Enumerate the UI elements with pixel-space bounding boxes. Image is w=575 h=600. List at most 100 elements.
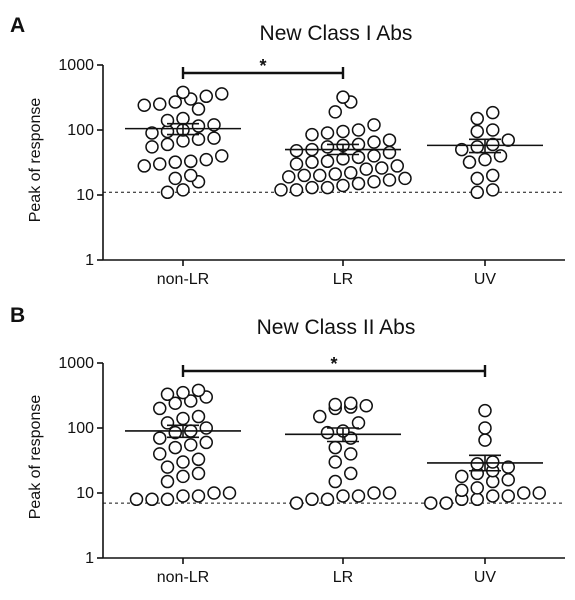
data-point	[351, 150, 366, 165]
data-point	[336, 124, 350, 139]
data-point	[367, 149, 381, 163]
data-point	[493, 149, 508, 163]
data-point	[517, 486, 531, 500]
data-point	[199, 89, 213, 104]
data-point	[215, 149, 229, 163]
y-tick-label-b: 1000	[58, 355, 94, 372]
x-tick-label-b: non-LR	[157, 569, 209, 586]
data-point	[455, 483, 469, 498]
data-point	[439, 496, 453, 510]
data-point	[199, 435, 213, 450]
panel-letter-b: B	[10, 304, 25, 327]
data-point	[486, 105, 500, 120]
data-point	[305, 492, 319, 507]
data-point	[160, 387, 175, 402]
data-point	[320, 180, 335, 195]
data-point	[160, 416, 175, 430]
data-point	[501, 460, 515, 474]
data-point	[145, 140, 159, 154]
data-point	[168, 155, 182, 169]
data-point	[470, 140, 484, 154]
x-tick-label-a: UV	[474, 271, 497, 288]
data-point	[184, 438, 198, 452]
significance-star-b: *	[330, 354, 337, 374]
chart-title-b: New Class II Abs	[257, 316, 416, 339]
data-point	[137, 98, 151, 113]
x-tick-label-a: LR	[333, 271, 353, 288]
y-tick-label-a: 100	[67, 122, 94, 139]
data-point	[336, 178, 350, 193]
data-point	[191, 466, 206, 481]
data-point	[367, 174, 381, 189]
data-point	[328, 455, 342, 469]
data-point	[328, 167, 342, 181]
data-point	[344, 447, 358, 461]
data-point	[313, 168, 327, 183]
data-point	[129, 492, 144, 507]
data-point	[289, 143, 304, 158]
data-point	[470, 185, 484, 200]
data-point	[313, 409, 327, 424]
y-tick-label-b: 100	[67, 420, 94, 437]
data-point	[344, 396, 358, 411]
data-point	[191, 119, 206, 133]
data-point	[320, 492, 335, 507]
data-point	[470, 481, 484, 495]
data-point	[222, 486, 237, 500]
data-point	[351, 123, 366, 137]
data-point	[336, 90, 350, 104]
data-point	[199, 152, 213, 167]
x-tick-label-a: non-LR	[157, 271, 209, 288]
data-point	[501, 133, 515, 147]
data-point	[289, 496, 304, 510]
data-point	[160, 474, 175, 489]
data-point	[215, 87, 229, 101]
data-point	[478, 421, 492, 435]
data-point	[375, 161, 389, 175]
data-point	[176, 469, 190, 484]
y-axis-label-b: Peak of response	[27, 395, 44, 520]
y-tick-label-b: 1	[85, 550, 94, 567]
data-point	[191, 452, 206, 467]
data-point	[168, 95, 182, 109]
data-point	[470, 171, 484, 186]
data-point	[145, 492, 159, 507]
data-point	[367, 135, 381, 149]
chart-title-a: New Class I Abs	[260, 22, 413, 45]
data-point	[328, 474, 342, 489]
y-tick-label-b: 10	[76, 485, 94, 502]
data-point	[305, 180, 319, 195]
data-point	[470, 124, 484, 139]
data-point	[486, 455, 500, 469]
data-point	[470, 457, 484, 471]
data-point	[532, 486, 546, 500]
data-point	[184, 168, 198, 183]
panel-b: B New Class II Abs Peak of response 1 10 1…	[10, 304, 565, 586]
data-point	[478, 403, 492, 418]
data-point	[184, 394, 198, 408]
y-tick-label-a: 1	[85, 252, 94, 269]
plot-area-a: 1 10 100 1000 non-LR LR UV *	[58, 56, 565, 288]
data-point	[359, 398, 373, 413]
data-point	[320, 140, 335, 154]
data-point	[160, 185, 175, 200]
data-point	[145, 126, 159, 140]
data-point	[344, 466, 358, 481]
data-point	[207, 131, 221, 145]
data-point	[320, 154, 335, 169]
data-point	[320, 425, 335, 440]
data-point	[168, 440, 182, 455]
data-point	[176, 85, 190, 100]
data-point	[176, 385, 190, 400]
data-point	[390, 159, 404, 173]
data-point	[328, 440, 342, 455]
y-tick-label-a: 1000	[58, 57, 94, 74]
panel-letter-a: A	[10, 14, 25, 37]
data-point	[382, 173, 397, 187]
data-point	[398, 171, 412, 186]
data-point	[191, 409, 206, 424]
data-point	[486, 183, 500, 197]
panel-a: A New Class I Abs Peak of response 1 10 10…	[10, 14, 565, 288]
y-tick-label-a: 10	[76, 187, 94, 204]
